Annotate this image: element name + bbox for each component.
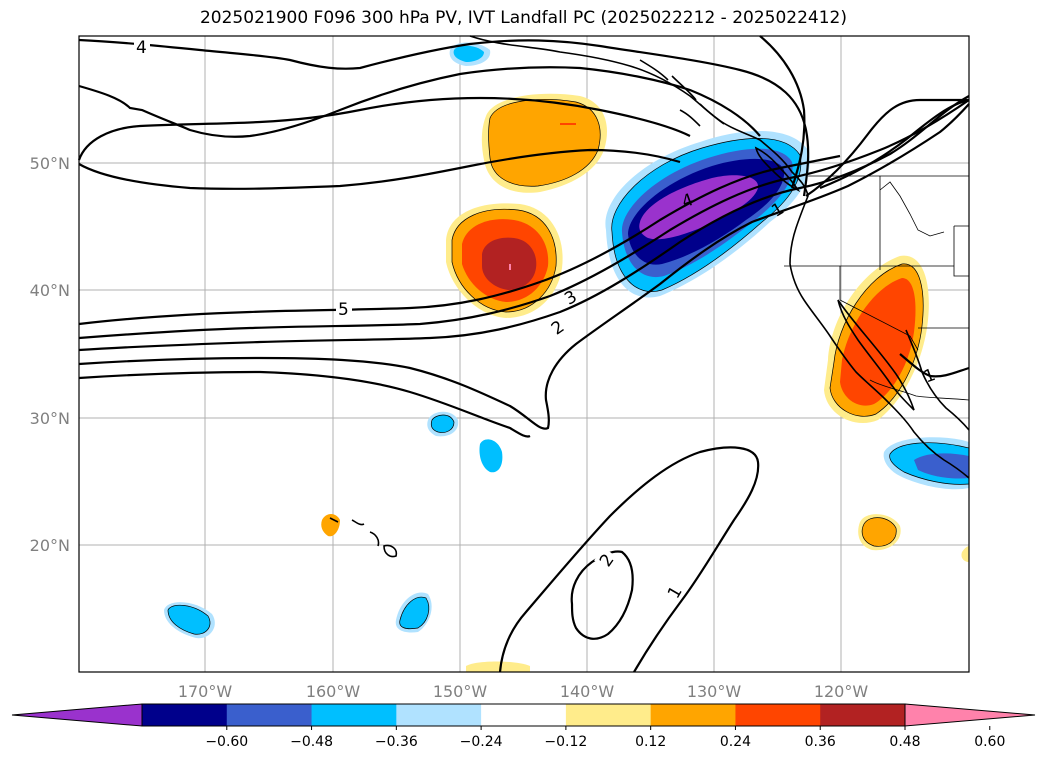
- ivt-shading: [164, 42, 969, 672]
- latitude-labels: 50°N 40°N 30°N 20°N: [30, 154, 70, 555]
- coastlines: [329, 35, 970, 558]
- lon-label-160w: 160°W: [306, 682, 361, 701]
- colorbar-tick-label: −0.12: [544, 734, 587, 750]
- colorbar-segment: [226, 704, 313, 726]
- pv-contours: [77, 35, 970, 673]
- colorbar-tick-label: 0.36: [805, 734, 836, 750]
- colorbar-frame: [141, 703, 906, 727]
- colorbar-extend-high: [904, 703, 1036, 727]
- colorbar-tick-label: −0.36: [375, 734, 418, 750]
- colorbar-extend-low: [11, 703, 143, 727]
- colorbar-tick-label: 0.48: [889, 734, 920, 750]
- interior-border: [879, 181, 945, 237]
- lon-label-170w: 170°W: [178, 682, 233, 701]
- contour-label-4-north: 4: [136, 38, 147, 58]
- negative-anomaly-small-4: [479, 439, 503, 473]
- colorbar-segment: [650, 704, 736, 726]
- lat-label-50n: 50°N: [30, 154, 70, 173]
- colorbar-segment: [565, 704, 652, 726]
- map-frame: [78, 35, 970, 673]
- colorbar-segment: [735, 704, 821, 726]
- us-mexico-border: [869, 379, 970, 401]
- political-borders: [784, 175, 970, 401]
- positive-anomaly-central-pacific: [446, 203, 563, 318]
- colorbar-tick-label: −0.24: [460, 734, 503, 750]
- positive-anomaly-north-pacific: [481, 93, 607, 193]
- lon-label-130w: 130°W: [687, 682, 742, 701]
- lat-label-40n: 40°N: [30, 281, 70, 300]
- positive-anomaly-bottom-edge: [466, 661, 530, 672]
- contour-label-5: 5: [338, 300, 349, 320]
- ivt-contour-outlines: [167, 99, 970, 635]
- map-title: 2025021900 F096 300 hPa PV, IVT Landfall…: [199, 8, 847, 28]
- colorbar-tick-label: −0.60: [205, 734, 248, 750]
- colorbar-segment: [396, 704, 482, 726]
- lat-label-20n: 20°N: [30, 536, 70, 555]
- colorbar-segment: [142, 704, 228, 726]
- positive-anomaly-hawaii: [321, 514, 340, 537]
- colorbar-tick-label: 0.60: [974, 734, 1005, 750]
- colorbar-tick-label: 0.24: [720, 734, 751, 750]
- colorbar-segment: [311, 704, 397, 726]
- lon-label-120w: 120°W: [814, 682, 869, 701]
- colorbar-tick-label: −0.48: [290, 734, 333, 750]
- colorbar-segment: [820, 704, 906, 726]
- longitude-labels: 170°W 160°W 150°W 140°W 130°W 120°W: [178, 682, 869, 701]
- colorbar-segment: [481, 704, 567, 726]
- state-borders: [784, 176, 969, 351]
- lon-label-140w: 140°W: [560, 682, 615, 701]
- lon-label-150w: 150°W: [433, 682, 488, 701]
- lat-label-30n: 30°N: [30, 409, 70, 428]
- colorbar: −0.60 −0.48 −0.36 −0.24 −0.12 0.12 0.24 0.36 0.4…: [11, 703, 1036, 750]
- colorbar-tick-label: 0.12: [635, 734, 666, 750]
